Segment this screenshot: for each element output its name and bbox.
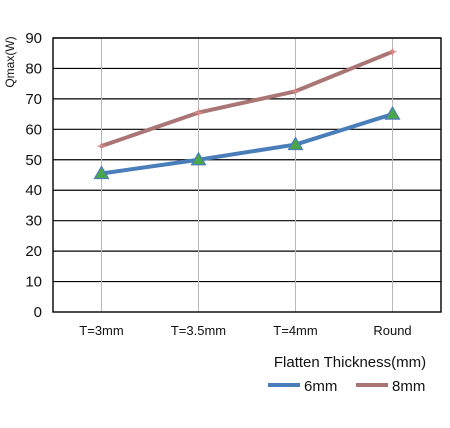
data-point-8mm bbox=[194, 108, 203, 117]
data-point-6mm bbox=[287, 136, 304, 151]
y-tick-label: 70 bbox=[25, 91, 42, 108]
y-tick-label: 30 bbox=[25, 213, 42, 230]
data-point-8mm bbox=[97, 142, 106, 151]
grid bbox=[53, 37, 441, 312]
y-tick-label: 10 bbox=[25, 274, 42, 291]
legend-label-8mm: 8mm bbox=[392, 378, 425, 395]
data-point-6mm bbox=[93, 165, 110, 180]
y-axis-title: Qmax(W) bbox=[3, 36, 17, 87]
legend-label-6mm: 6mm bbox=[304, 378, 337, 395]
y-tick-label: 80 bbox=[25, 60, 42, 77]
x-tick-label: T=3.5mm bbox=[171, 323, 226, 338]
data-point-6mm bbox=[384, 105, 401, 120]
y-tick-label: 20 bbox=[25, 243, 42, 260]
y-tick-label: 60 bbox=[25, 121, 42, 138]
series-line-6mm bbox=[99, 112, 395, 176]
y-tick-label: 90 bbox=[25, 30, 42, 47]
data-point-8mm bbox=[388, 47, 397, 56]
series-group bbox=[93, 47, 401, 180]
data-point-8mm bbox=[291, 87, 300, 96]
series-line-8mm bbox=[99, 49, 395, 149]
data-point-6mm bbox=[190, 151, 207, 166]
y-tick-label: 50 bbox=[25, 152, 42, 169]
y-tick-labels: 0 10 20 30 40 50 60 70 80 90 bbox=[25, 30, 42, 321]
x-tick-label: T=3mm bbox=[79, 323, 123, 338]
plot-frame bbox=[52, 37, 442, 313]
x-axis-title: Flatten Thickness(mm) bbox=[274, 354, 426, 371]
x-tick-label: T=4mm bbox=[273, 323, 317, 338]
x-tick-labels: T=3mm T=3.5mm T=4mm Round bbox=[79, 323, 411, 338]
y-tick-label: 0 bbox=[34, 304, 42, 321]
legend: 6mm 8mm bbox=[268, 378, 425, 395]
y-tick-label: 40 bbox=[25, 182, 42, 199]
x-tick-label: Round bbox=[373, 323, 411, 338]
axes bbox=[52, 37, 442, 313]
